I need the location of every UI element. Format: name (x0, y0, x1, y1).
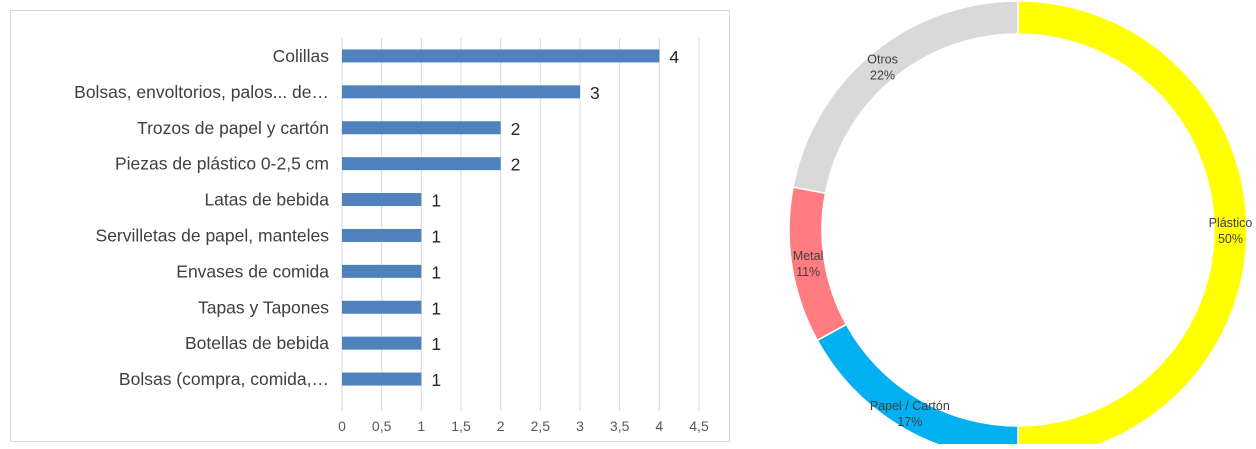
x-tick-label: 3,5 (610, 418, 630, 434)
donut-slice (1017, 0, 1248, 449)
bar (342, 300, 422, 314)
slice-percent-label: 11% (796, 265, 820, 279)
bar (342, 49, 660, 63)
donut-slice (792, 0, 1019, 195)
x-tick-label: 4,5 (689, 418, 709, 434)
bar (342, 85, 580, 99)
value-label: 1 (431, 226, 441, 246)
slice-label: Otros (867, 52, 898, 66)
category-label: Bolsas (compra, comida,… (119, 369, 329, 389)
category-label: Servilletas de papel, manteles (96, 225, 330, 245)
bar-chart-svg: 0 0,5 1 1,5 2 2,5 3 3,5 4 4,5 Colillas 4 Bolsas, env… (74, 38, 709, 434)
value-label: 4 (669, 47, 679, 67)
slice-percent-label: 22% (870, 68, 895, 82)
x-tick-label: 0,5 (372, 418, 392, 434)
slice-label: Plástico (1209, 216, 1253, 230)
slice-percent-label: 50% (1218, 232, 1243, 246)
value-label: 1 (431, 370, 441, 390)
x-tick-label: 3 (576, 418, 584, 434)
category-label: Tapas y Tapones (198, 297, 329, 317)
x-tick-label: 0 (338, 418, 346, 434)
bar (342, 372, 422, 386)
bar (342, 193, 422, 207)
category-label: Colillas (273, 46, 330, 66)
x-tick-label: 4 (655, 418, 663, 434)
category-label: Envases de comida (176, 261, 329, 281)
bar-chart: 0 0,5 1 1,5 2 2,5 3 3,5 4 4,5 Colillas 4 Bolsas, env… (10, 10, 730, 442)
bar (342, 157, 501, 171)
slice-label: Metal (793, 249, 824, 263)
value-label: 3 (590, 83, 600, 103)
x-tick-label: 2,5 (531, 418, 551, 434)
bar (342, 121, 501, 135)
x-tick-label: 1,5 (451, 418, 471, 434)
category-label: Latas de bebida (204, 190, 329, 210)
value-label: 1 (431, 334, 441, 354)
category-label: Piezas de plástico 0-2,5 cm (115, 154, 329, 174)
value-label: 2 (511, 155, 521, 175)
bar (342, 336, 422, 350)
value-label: 2 (511, 119, 521, 139)
value-label: 1 (431, 298, 441, 318)
bar (342, 228, 422, 242)
category-label: Trozos de papel y cartón (137, 118, 329, 138)
slice-percent-label: 17% (897, 415, 922, 429)
donut-slice (788, 186, 848, 342)
donut-chart: Plástico 50% Papel / Cartón 17% Metal 11% Otro… (740, 0, 1256, 449)
category-label: Bolsas, envoltorios, palos... de… (74, 82, 329, 102)
x-tick-label: 1 (417, 418, 425, 434)
slice-label: Papel / Cartón (870, 399, 950, 413)
x-tick-label: 2 (497, 418, 505, 434)
bar (342, 264, 422, 278)
value-label: 1 (431, 191, 441, 211)
donut-chart-svg: Plástico 50% Papel / Cartón 17% Metal 11% Otro… (788, 0, 1253, 449)
value-label: 1 (431, 262, 441, 282)
category-label: Botellas de bebida (185, 333, 329, 353)
